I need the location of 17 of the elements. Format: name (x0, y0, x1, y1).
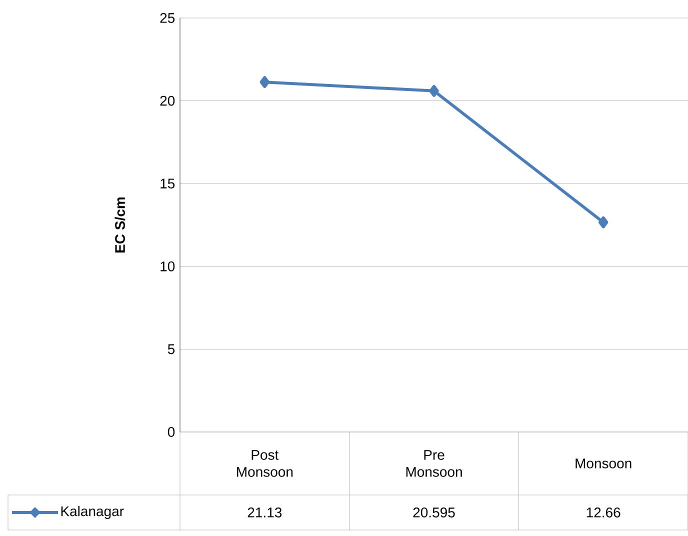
data-label: 12.66 (586, 508, 620, 518)
point (429, 84, 439, 97)
point (598, 216, 608, 228)
x-tick-label: Monsoon (576, 458, 632, 468)
y-tick-label: 10 (160, 261, 175, 272)
point (260, 76, 270, 88)
data-label: 21.13 (248, 508, 282, 518)
data-label: 20.595 (413, 508, 455, 518)
y-tick-label: 25 (160, 13, 175, 23)
x-tick-label: Post Monsoon (237, 450, 293, 477)
x-tick-label: Pre Monsoon (406, 450, 462, 477)
y-axis-title: EC S/cm (114, 197, 126, 252)
y-tick-label: 15 (160, 178, 175, 188)
y-tick-label: 5 (168, 344, 175, 354)
y-tick-label: 0 (168, 427, 175, 437)
y-tick-label: 20 (160, 96, 175, 106)
legend-label: Kalanagar (61, 506, 124, 520)
